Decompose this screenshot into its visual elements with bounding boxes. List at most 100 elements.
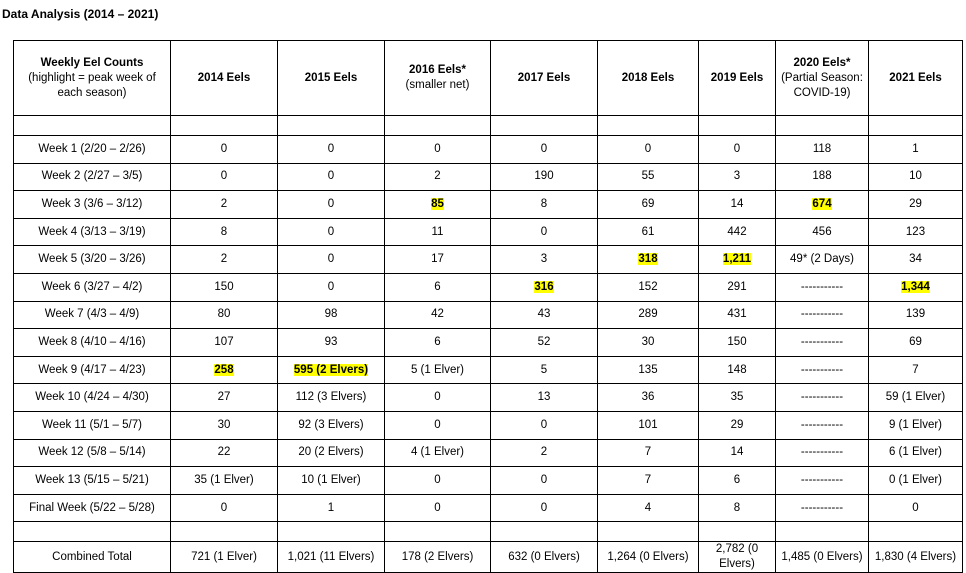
count-value: 5: [540, 363, 548, 376]
count-cell: 10 (1 Elver): [277, 466, 385, 495]
count-value: -----------: [800, 446, 844, 459]
count-cell: 11: [384, 217, 491, 247]
count-value: 80: [217, 308, 231, 321]
count-cell: 0: [490, 466, 598, 495]
count-cell: 22: [170, 438, 278, 468]
count-cell: 190: [490, 162, 598, 192]
count-value: 30: [641, 335, 655, 348]
count-cell: 0: [277, 135, 385, 164]
count-value: 8: [540, 197, 548, 210]
count-cell: 188: [775, 162, 869, 192]
count-cell: 6: [698, 466, 776, 495]
count-value: 0: [220, 501, 228, 514]
count-cell: 150: [698, 328, 776, 357]
count-cell: 0: [384, 410, 491, 440]
count-value: 442: [727, 225, 747, 238]
count-cell: 0 (1 Elver): [868, 466, 963, 495]
count-value: 92 (3 Elvers): [298, 418, 364, 431]
count-cell: 4 (1 Elver): [384, 438, 491, 468]
column-header: 2019 Eels: [698, 40, 776, 116]
count-value: 59 (1 Elver): [885, 391, 946, 404]
table-row: Week 10 (4/24 – 4/30) 27 112 (3 Elvers) 0 13…: [13, 383, 963, 412]
count-value: 0: [644, 142, 652, 155]
count-cell: 34: [868, 245, 963, 274]
count-cell: 2: [170, 190, 278, 219]
column-header-title: 2016 Eels*: [409, 64, 466, 76]
eel-counts-table: Weekly Eel Counts (highlight = peak week …: [13, 40, 963, 573]
count-cell: 0: [490, 493, 598, 523]
peak-value: 258: [214, 363, 234, 376]
column-header-title: 2015 Eels: [304, 71, 358, 84]
count-value: 2: [434, 170, 441, 183]
count-value: 6: [434, 280, 441, 293]
count-value: 35 (1 Elver): [194, 473, 254, 486]
count-value: 0: [327, 197, 335, 210]
column-header-title: 2014 Eels: [197, 71, 251, 84]
peak-value: 85: [431, 197, 444, 210]
count-cell: 8: [170, 217, 278, 247]
count-cell: 150: [170, 272, 278, 302]
count-cell: 595 (2 Elvers): [277, 355, 385, 385]
count-value: 139: [905, 308, 926, 321]
peak-value: 318: [638, 253, 658, 266]
count-value: 20 (2 Elvers): [298, 446, 364, 459]
count-cell: -----------: [775, 493, 869, 523]
count-value: 0: [540, 225, 548, 238]
week-label: Week 7 (4/3 – 4/9): [13, 300, 171, 330]
empty-cell: [698, 115, 776, 136]
empty-cell: [698, 521, 776, 543]
count-cell: 42: [384, 300, 491, 330]
count-value: 0: [434, 142, 441, 155]
count-cell: 1: [277, 493, 385, 523]
count-value: 27: [217, 391, 231, 404]
count-cell: 0: [170, 162, 278, 192]
count-cell: 7: [597, 438, 699, 468]
count-value: 7: [644, 446, 652, 459]
count-value: 135: [638, 363, 658, 376]
count-cell: 456: [775, 217, 869, 247]
total-cell: 1,485 (0 Elvers): [775, 541, 869, 573]
empty-cell: [13, 521, 171, 543]
week-label: Week 2 (2/27 – 3/5): [13, 162, 171, 192]
table-row: Week 13 (5/15 – 5/21) 35 (1 Elver) 10 (1 E…: [13, 466, 963, 495]
count-cell: 0: [384, 383, 491, 412]
count-value: 52: [537, 335, 551, 348]
count-value: 1: [912, 142, 919, 155]
count-cell: 4: [597, 493, 699, 523]
count-cell: 291: [698, 272, 776, 302]
table-row: Week 2 (2/27 – 3/5) 0 0 2 190 55 3 188 10: [13, 162, 963, 192]
count-cell: 61: [597, 217, 699, 247]
count-value: 0: [327, 225, 335, 238]
count-value: -----------: [800, 501, 844, 514]
count-value: 30: [217, 418, 231, 431]
count-value: 6: [733, 473, 741, 486]
count-cell: 29: [698, 410, 776, 440]
week-label: Week 11 (5/1 – 5/7): [13, 410, 171, 440]
column-header: 2014 Eels: [170, 40, 278, 116]
count-cell: 80: [170, 300, 278, 330]
week-label: Week 8 (4/10 – 4/16): [13, 328, 171, 357]
count-cell: 0: [868, 493, 963, 523]
table-row: Week 8 (4/10 – 4/16) 107 93 6 52 30 150 -------…: [13, 328, 963, 357]
count-cell: 0: [277, 190, 385, 219]
count-cell: -----------: [775, 355, 869, 385]
count-cell: 59 (1 Elver): [868, 383, 963, 412]
table-row: Week 5 (3/20 – 3/26) 2 0 17 3 318 1,211 49* (2 …: [13, 245, 963, 274]
peak-value: 1,211: [722, 253, 752, 266]
count-value: 29: [730, 418, 744, 431]
count-cell: 43: [490, 300, 598, 330]
count-cell: 0: [277, 162, 385, 192]
total-cell: 1,830 (4 Elvers): [868, 541, 963, 573]
table-row: Week 3 (3/6 – 3/12) 2 0 85 8 69 14 674 29: [13, 190, 963, 219]
empty-cell: [384, 115, 491, 136]
count-value: 9 (1 Elver): [888, 418, 943, 431]
total-cell: 1,021 (11 Elvers): [277, 541, 385, 573]
empty-cell: [490, 115, 598, 136]
count-value: 112 (3 Elvers): [295, 391, 367, 404]
column-header: 2015 Eels: [277, 40, 385, 116]
count-value: 98: [324, 308, 338, 321]
count-cell: 29: [868, 190, 963, 219]
peak-value: 316: [534, 280, 554, 293]
count-cell: 0: [277, 245, 385, 274]
count-cell: 289: [597, 300, 699, 330]
